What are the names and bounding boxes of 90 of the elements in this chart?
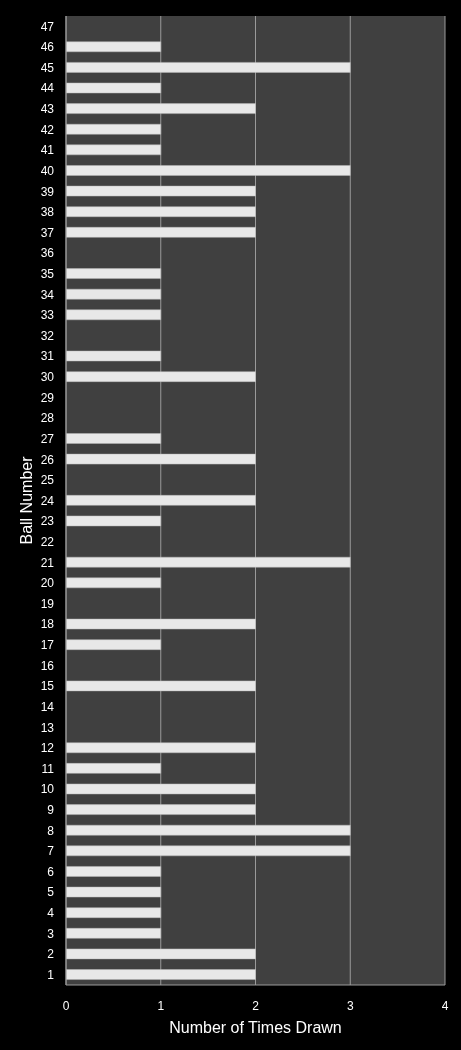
bar [66, 309, 161, 321]
x-tick-label: 3 [346, 998, 354, 1013]
bar [66, 824, 351, 836]
bar [66, 556, 351, 568]
bar [66, 123, 161, 135]
bar [66, 350, 161, 362]
bar [66, 495, 256, 506]
y-tick-label: 17 [40, 638, 55, 653]
y-tick-label: 9 [47, 803, 55, 818]
bar [66, 144, 161, 156]
y-tick-label: 26 [40, 452, 55, 467]
bar [66, 866, 161, 877]
bar [66, 618, 256, 630]
bar [66, 103, 256, 114]
bar [66, 783, 256, 795]
x-axis-title: Number of Times Drawn [169, 1019, 342, 1036]
y-tick-label: 6 [47, 864, 55, 879]
y-tick-label: 19 [40, 596, 55, 611]
y-tick-label: 18 [40, 617, 55, 632]
y-tick-label: 33 [40, 308, 55, 323]
bar [66, 969, 256, 980]
bar [66, 433, 161, 444]
bar [66, 515, 161, 527]
y-tick-label: 35 [40, 266, 55, 281]
y-tick-label: 47 [40, 19, 55, 34]
y-tick-label: 5 [47, 885, 55, 900]
bar [66, 804, 256, 815]
bar [66, 763, 161, 774]
bar [66, 680, 256, 692]
y-tick-label: 20 [40, 576, 55, 591]
y-tick-label: 37 [40, 225, 55, 240]
bar [66, 41, 161, 53]
y-tick-label: 43 [40, 102, 55, 117]
y-axis-title: Ball Number [17, 455, 35, 545]
y-tick-label: 42 [40, 122, 55, 137]
bar [66, 928, 161, 939]
y-tick-label: 27 [40, 431, 55, 446]
bar [66, 288, 161, 300]
y-tick-label: 1 [47, 967, 55, 982]
bar [66, 907, 161, 918]
y-tick-label: 39 [40, 184, 55, 199]
y-tick-label: 28 [40, 411, 55, 426]
y-tick-label: 40 [40, 163, 55, 178]
y-tick-label: 45 [40, 60, 55, 75]
bar [66, 886, 161, 898]
y-tick-label: 44 [40, 81, 55, 96]
bar [66, 639, 161, 650]
bar [66, 165, 351, 176]
bar [66, 453, 256, 465]
y-tick-label: 2 [47, 947, 55, 962]
y-tick-label: 12 [40, 741, 55, 756]
y-tick-label: 16 [40, 658, 55, 673]
bar [66, 268, 161, 279]
x-tick-label: 4 [441, 998, 449, 1013]
bar [66, 948, 256, 960]
y-tick-label: 15 [40, 679, 55, 694]
y-tick-label: 30 [40, 370, 55, 385]
y-tick-label: 22 [40, 534, 55, 549]
x-tick-label: 2 [252, 998, 260, 1013]
y-tick-label: 4 [47, 906, 55, 921]
y-tick-label: 8 [47, 823, 55, 838]
y-tick-label: 11 [41, 761, 55, 776]
y-tick-label: 25 [40, 473, 55, 488]
bar [66, 845, 351, 857]
y-tick-label: 29 [40, 390, 55, 405]
x-tick-label: 0 [62, 998, 70, 1013]
bar [66, 62, 351, 73]
y-tick-label: 41 [40, 143, 55, 158]
y-tick-label: 31 [40, 349, 55, 364]
y-tick-label: 3 [47, 926, 55, 941]
y-tick-label: 36 [40, 246, 55, 261]
bar [66, 227, 256, 238]
x-tick-label: 1 [157, 998, 165, 1013]
y-tick-label: 14 [40, 699, 55, 714]
y-tick-label: 7 [47, 844, 55, 859]
bar [66, 742, 256, 753]
bar [66, 82, 161, 94]
y-tick-label: 24 [40, 493, 55, 508]
y-tick-label: 10 [40, 782, 55, 797]
y-tick-label: 46 [40, 40, 55, 55]
bar [66, 371, 256, 382]
bar [66, 206, 256, 217]
bar [66, 185, 256, 197]
y-tick-label: 32 [40, 328, 55, 343]
y-tick-label: 21 [40, 555, 55, 570]
y-tick-label: 13 [40, 720, 55, 735]
y-tick-label: 38 [40, 205, 55, 220]
y-tick-label: 34 [40, 287, 55, 302]
y-tick-label: 23 [40, 514, 55, 529]
bar [66, 577, 161, 589]
